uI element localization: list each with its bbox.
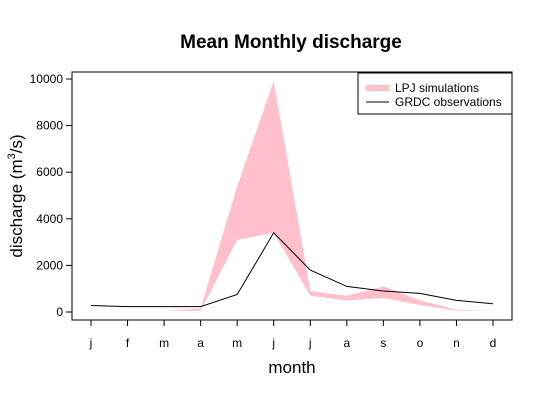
x-tick-label: a bbox=[343, 336, 350, 350]
x-tick-label: m bbox=[159, 336, 169, 350]
lpj-simulation-band bbox=[91, 81, 493, 311]
x-tick-label: a bbox=[197, 336, 204, 350]
y-tick-label: 8000 bbox=[36, 119, 63, 133]
y-tick-label: 4000 bbox=[36, 212, 63, 226]
y-tick-label: 0 bbox=[56, 305, 63, 319]
legend-label-grdc: GRDC observations bbox=[395, 95, 502, 109]
legend-box bbox=[357, 72, 513, 115]
x-tick-label: s bbox=[380, 336, 386, 350]
grdc-observation-line bbox=[90, 231, 494, 308]
plot-area bbox=[90, 81, 494, 311]
x-axis-label: month bbox=[268, 358, 315, 377]
x-tick-label: o bbox=[417, 336, 424, 350]
x-tick-label: j bbox=[271, 336, 275, 350]
x-tick-label: j bbox=[89, 336, 93, 350]
plot-box bbox=[71, 71, 513, 321]
y-axis-label-end: /s) bbox=[7, 134, 26, 153]
y-axis-label-sup: 3 bbox=[6, 153, 18, 159]
x-tick-label: f bbox=[126, 336, 130, 350]
legend: LPJ simulations GRDC observations bbox=[357, 72, 513, 115]
y-axis: 0 2000 4000 6000 8000 10000 bbox=[30, 72, 72, 319]
x-tick-label: n bbox=[453, 336, 460, 350]
x-tick-label: d bbox=[490, 336, 497, 350]
legend-label-lpj: LPJ simulations bbox=[395, 81, 479, 95]
y-tick-label: 2000 bbox=[36, 258, 63, 272]
x-tick-label: j bbox=[308, 336, 312, 350]
y-axis-label-main: discharge (m bbox=[7, 159, 26, 257]
y-tick-label: 10000 bbox=[30, 72, 64, 86]
y-axis-label: discharge (m3/s) bbox=[6, 134, 26, 257]
chart-title: Mean Monthly discharge bbox=[180, 32, 402, 53]
x-tick-label: m bbox=[232, 336, 242, 350]
y-tick-label: 6000 bbox=[36, 165, 63, 179]
